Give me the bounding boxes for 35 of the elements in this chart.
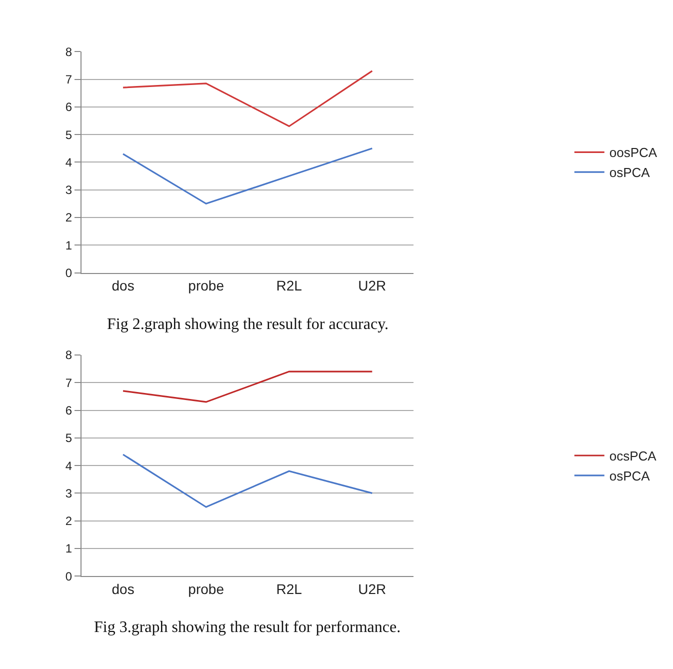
y-tick-label: 8 bbox=[65, 44, 72, 59]
line-series bbox=[122, 454, 373, 508]
caption: Fig 2.graph showing the result for accuracy. bbox=[107, 316, 389, 333]
y-tick-label: 7 bbox=[65, 72, 72, 86]
y-tick-label: 5 bbox=[65, 128, 72, 142]
x-tick-label: probe bbox=[188, 580, 224, 597]
y-tick-label: 1 bbox=[65, 542, 72, 556]
y-tick-label: 4 bbox=[65, 155, 72, 170]
y-tick-label: 6 bbox=[65, 403, 72, 418]
x-tick-label: R2L bbox=[276, 580, 302, 597]
line-series bbox=[122, 70, 373, 128]
x-tick-label: U2R bbox=[358, 278, 386, 294]
y-tick-label: 1 bbox=[65, 238, 72, 252]
y-tick-label: 4 bbox=[65, 458, 72, 473]
legend-label: osPCA bbox=[609, 165, 650, 180]
y-tick-label: 3 bbox=[65, 183, 72, 198]
caption: Fig 3.graph showing the result for performance. bbox=[94, 619, 401, 636]
y-tick-label: 7 bbox=[65, 376, 72, 390]
legend-label: oosPCA bbox=[609, 145, 658, 160]
y-tick-label: 8 bbox=[65, 348, 72, 362]
y-tick-label: 3 bbox=[65, 486, 72, 500]
y-tick-label: 0 bbox=[65, 266, 72, 280]
x-tick-label: U2R bbox=[358, 580, 386, 597]
y-tick-label: 0 bbox=[65, 569, 72, 584]
line-series bbox=[122, 148, 373, 204]
x-tick-label: probe bbox=[188, 278, 224, 294]
x-tick-label: R2L bbox=[276, 278, 302, 294]
y-tick-label: 5 bbox=[65, 431, 72, 446]
legend-label: ocsPCA bbox=[609, 448, 657, 464]
legend-label: osPCA bbox=[609, 468, 650, 484]
y-tick-label: 2 bbox=[65, 514, 72, 528]
x-tick-label: dos bbox=[112, 580, 134, 597]
y-tick-label: 6 bbox=[65, 100, 72, 114]
x-tick-label: dos bbox=[112, 278, 134, 294]
y-tick-label: 2 bbox=[65, 210, 72, 225]
